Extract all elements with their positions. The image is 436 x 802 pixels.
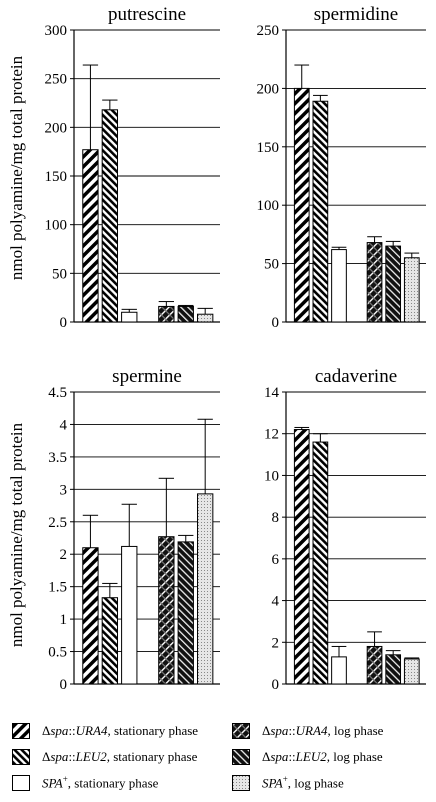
- y-tick-label: 0: [272, 677, 280, 693]
- bar: [177, 541, 194, 685]
- y-tick-label: 100: [257, 198, 280, 214]
- legend-label: SPA+, log phase: [262, 774, 344, 791]
- bar: [101, 597, 119, 685]
- y-tick-label: 0.5: [48, 645, 67, 661]
- y-tick-label: 150: [45, 169, 68, 185]
- y-tick-label: 50: [264, 257, 279, 273]
- legend-swatch-dots-icon: [232, 775, 250, 791]
- y-tick-label: 0: [60, 677, 68, 693]
- legend-item: Δspa::LEU2, stationary phase: [12, 748, 197, 766]
- legend-label: Δspa::URA4, stationary phase: [42, 723, 199, 738]
- chart-title: putrescine: [108, 4, 186, 25]
- bar: [158, 536, 175, 685]
- y-tick-label: 200: [257, 81, 280, 97]
- legend-item: SPA+, stationary phase: [12, 774, 158, 792]
- y-tick-label: 3.5: [48, 450, 67, 466]
- y-tick-label: 100: [45, 218, 68, 234]
- bar: [101, 109, 119, 323]
- y-tick-label: 12: [264, 427, 279, 443]
- bar: [331, 656, 347, 685]
- y-tick-label: 0: [272, 315, 280, 331]
- bar: [403, 658, 420, 685]
- y-tick-label: 4: [272, 594, 280, 610]
- y-tick-label: 300: [45, 23, 68, 39]
- y-axis-label-bottom: nmol polyamine/mg total protein: [7, 422, 26, 647]
- y-tick-label: 150: [257, 140, 280, 156]
- y-tick-label: 250: [257, 23, 280, 39]
- y-tick-label: 50: [52, 266, 67, 282]
- bar: [121, 545, 138, 685]
- legend-item: Δspa::URA4, stationary phase: [12, 722, 198, 740]
- chart-putrescine: putrescine 0 50 100 150 200 250 300: [45, 4, 220, 331]
- y-tick-label: 200: [45, 120, 68, 136]
- bar: [293, 429, 310, 685]
- bar: [82, 547, 99, 685]
- y-tick-label: 4.5: [48, 385, 67, 401]
- y-tick-label: 2: [60, 547, 68, 563]
- legend-label: Δspa::LEU2, stationary phase: [42, 749, 198, 764]
- y-tick-label: 0: [60, 315, 68, 331]
- legend-item: Δspa::URA4, log phase: [232, 722, 383, 740]
- bar: [331, 249, 347, 323]
- chart-title: spermidine: [314, 4, 398, 25]
- legend-swatch-hatch-bold-icon: [12, 723, 30, 739]
- y-axis-label-top: nmol polyamine/mg total protein: [7, 55, 26, 280]
- chart-spermine: spermine 0 0.5 1 1.5 2 2.5 3 3.5 4 4.5: [48, 366, 220, 693]
- legend-swatch-hatch-fine-icon: [12, 749, 30, 765]
- bar: [312, 441, 329, 685]
- bar: [121, 311, 138, 323]
- legend-label: SPA+, stationary phase: [42, 774, 159, 791]
- chart-title: cadaverine: [315, 366, 397, 387]
- y-tick-label: 1.5: [48, 580, 67, 596]
- legend-label: Δspa::URA4, log phase: [262, 723, 384, 738]
- chart-cadaverine: cadaverine 0 2 4 6 8 10 12 14: [264, 366, 426, 693]
- bar: [158, 305, 175, 323]
- bar: [197, 493, 214, 685]
- chart-title: spermine: [112, 366, 182, 387]
- bar: [385, 654, 402, 685]
- bar: [177, 305, 194, 323]
- bar: [82, 149, 99, 323]
- legend: Δspa::URA4, stationary phase Δspa::URA4,…: [0, 714, 436, 802]
- y-tick-label: 4: [60, 417, 68, 433]
- bar: [366, 645, 383, 685]
- y-tick-label: 8: [272, 510, 280, 526]
- y-tick-label: 2: [272, 635, 280, 651]
- chart-spermidine: spermidine 0 50 100 150 200 250: [257, 4, 426, 331]
- legend-item: SPA+, log phase: [232, 774, 344, 792]
- bar: [366, 242, 383, 323]
- y-tick-label: 3: [60, 482, 68, 498]
- bar: [385, 245, 402, 323]
- legend-item: Δspa::LEU2, log phase: [232, 748, 383, 766]
- legend-swatch-cross-dark2-icon: [232, 749, 250, 765]
- y-tick-label: 250: [45, 72, 68, 88]
- legend-swatch-cross-dark-icon: [232, 723, 250, 739]
- bar: [293, 87, 310, 323]
- y-tick-label: 6: [272, 552, 280, 568]
- bar: [403, 257, 420, 323]
- bar: [197, 313, 214, 323]
- legend-label: Δspa::LEU2, log phase: [262, 749, 383, 764]
- bar: [312, 100, 329, 323]
- y-tick-label: 1: [60, 612, 68, 628]
- y-tick-label: 14: [264, 385, 280, 401]
- y-tick-label: 10: [264, 468, 279, 484]
- y-tick-label: 2.5: [48, 515, 67, 531]
- legend-swatch-white-icon: [12, 775, 30, 791]
